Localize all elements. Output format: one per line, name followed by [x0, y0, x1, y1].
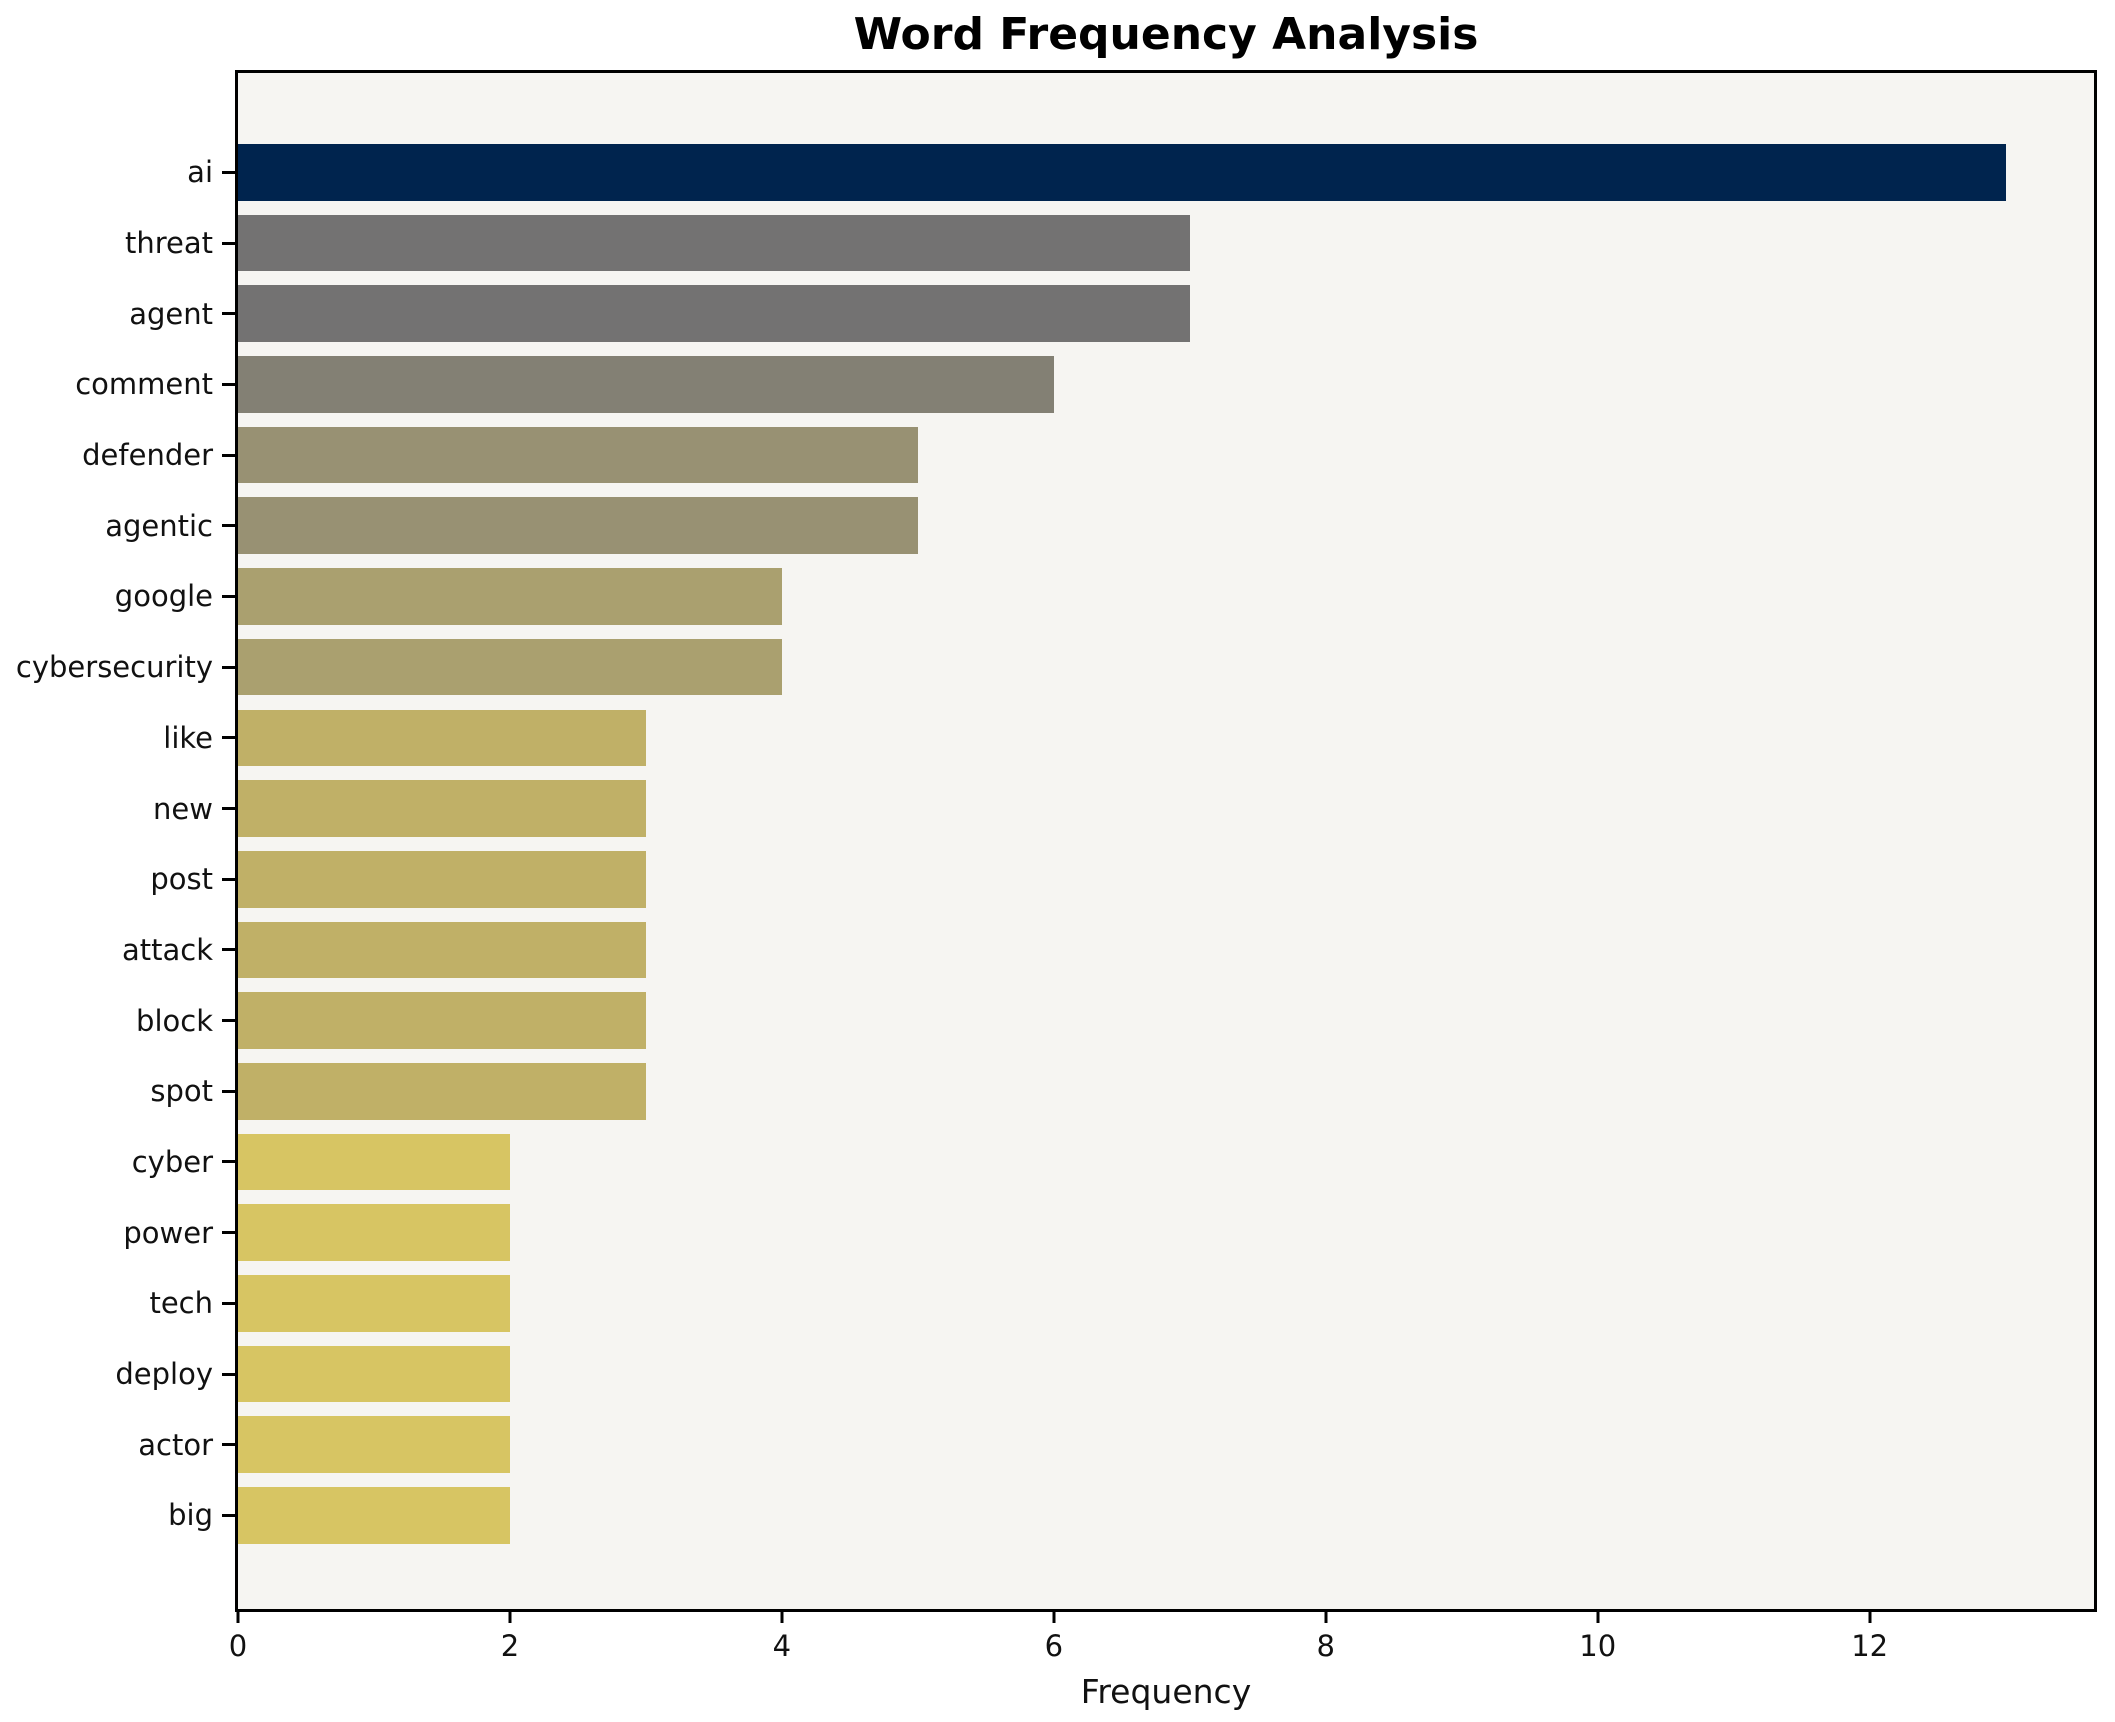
y-tick-mark	[222, 807, 235, 811]
x-tick-mark	[1868, 1609, 1872, 1623]
frequency-bar	[238, 1487, 510, 1544]
y-tick-mark	[222, 312, 235, 316]
frequency-bar	[238, 921, 646, 979]
bar-row: big	[168, 1480, 2094, 1551]
y-axis-label: agentic	[105, 508, 213, 543]
frequency-bar	[238, 214, 1190, 272]
frequency-bar	[238, 426, 918, 484]
y-tick-mark	[222, 382, 235, 386]
y-axis-label: comment	[75, 367, 213, 402]
y-tick-mark	[222, 1019, 235, 1023]
plot-area: ai threat agent comment defender agentic googl…	[16, 70, 2097, 1663]
bar-row: tech	[149, 1268, 2094, 1339]
y-axis-label: ai	[187, 155, 213, 190]
y-axis-label: tech	[149, 1286, 213, 1321]
bar-row: like	[163, 703, 2094, 774]
frequency-bar	[238, 144, 2006, 201]
x-tick-label: 2	[500, 1629, 520, 1663]
frequency-bar	[238, 285, 1190, 343]
frequency-bar	[238, 638, 782, 696]
y-axis-label: power	[123, 1215, 213, 1250]
bar-row: spot	[150, 1056, 2094, 1127]
bars-container: ai threat agent comment defender agentic googl…	[16, 73, 2094, 1609]
bar-row: deploy	[115, 1339, 2094, 1410]
frequency-bar	[238, 992, 646, 1049]
x-tick-label: 12	[1851, 1629, 1889, 1663]
bar-row: cybersecurity	[16, 632, 2094, 703]
bar-row: attack	[122, 915, 2094, 986]
y-axis-label: post	[150, 862, 213, 897]
y-axis-label: new	[153, 791, 213, 826]
x-axis-title: Frequency	[1080, 1672, 1252, 1711]
y-tick-mark	[222, 1372, 235, 1376]
y-tick-mark	[222, 1089, 235, 1093]
frequency-bar	[238, 1416, 510, 1474]
bar-row: comment	[75, 349, 2094, 420]
x-tick-label: 0	[228, 1629, 248, 1663]
frequency-bar	[238, 709, 646, 767]
frequency-bar	[238, 1275, 510, 1332]
x-tick-label: 4	[772, 1629, 792, 1663]
frequency-bar	[238, 780, 646, 837]
bar-row: google	[115, 561, 2094, 632]
y-tick-mark	[222, 1513, 235, 1517]
bar-row: block	[136, 985, 2094, 1056]
y-axis-label: spot	[150, 1074, 213, 1109]
y-tick-mark	[222, 1231, 235, 1235]
bar-row: ai	[187, 137, 2094, 208]
y-tick-mark	[222, 594, 235, 598]
bar-row: post	[150, 844, 2094, 915]
bar-row: defender	[82, 420, 2094, 491]
bar-row: agentic	[105, 490, 2094, 561]
y-tick-mark	[222, 948, 235, 952]
bar-row: cyber	[132, 1127, 2094, 1198]
y-axis-label: cybersecurity	[15, 650, 213, 685]
y-tick-mark	[222, 1443, 235, 1447]
x-tick-label: 6	[1044, 1629, 1064, 1663]
y-tick-mark	[222, 736, 235, 740]
frequency-bar	[238, 1204, 510, 1261]
x-tick-mark	[1324, 1609, 1328, 1623]
y-axis-label: google	[114, 579, 213, 614]
frequency-bar	[238, 497, 918, 555]
y-tick-mark	[222, 1301, 235, 1305]
x-tick-mark	[1596, 1609, 1600, 1623]
y-tick-mark	[222, 1160, 235, 1164]
x-tick-mark	[1052, 1609, 1056, 1623]
y-axis-label: deploy	[115, 1357, 213, 1392]
y-axis-label: threat	[124, 226, 213, 261]
x-tick-label: 8	[1316, 1629, 1335, 1663]
bar-row: actor	[138, 1409, 2094, 1480]
y-tick-mark	[222, 524, 235, 528]
frequency-bar	[238, 568, 782, 625]
bar-row: agent	[129, 278, 2094, 349]
frequency-bar	[238, 1345, 510, 1403]
bar-row: new	[153, 773, 2094, 844]
y-tick-mark	[222, 241, 235, 245]
y-axis-label: actor	[138, 1427, 213, 1462]
y-axis-label: like	[163, 720, 213, 755]
y-axis-label: big	[168, 1498, 213, 1533]
y-tick-mark	[222, 170, 235, 174]
y-tick-mark	[222, 877, 235, 881]
chart-title: Word Frequency Analysis	[853, 9, 1479, 60]
frequency-bar	[238, 356, 1054, 413]
x-tick-mark	[508, 1609, 512, 1623]
y-tick-mark	[222, 665, 235, 669]
y-tick-mark	[222, 453, 235, 457]
x-tick-mark	[236, 1609, 240, 1623]
x-tick-mark	[780, 1609, 784, 1623]
y-axis-label: attack	[121, 932, 213, 967]
bar-row: power	[123, 1197, 2094, 1268]
frequency-bar	[238, 1062, 646, 1120]
y-axis-label: block	[136, 1003, 213, 1038]
y-axis-label: defender	[82, 438, 213, 473]
y-axis-label: cyber	[131, 1144, 213, 1179]
frequency-bar	[238, 850, 646, 908]
frequency-bar	[238, 1133, 510, 1191]
x-tick-label: 10	[1579, 1629, 1617, 1663]
y-axis-label: agent	[129, 296, 213, 331]
bar-row: threat	[125, 208, 2094, 279]
